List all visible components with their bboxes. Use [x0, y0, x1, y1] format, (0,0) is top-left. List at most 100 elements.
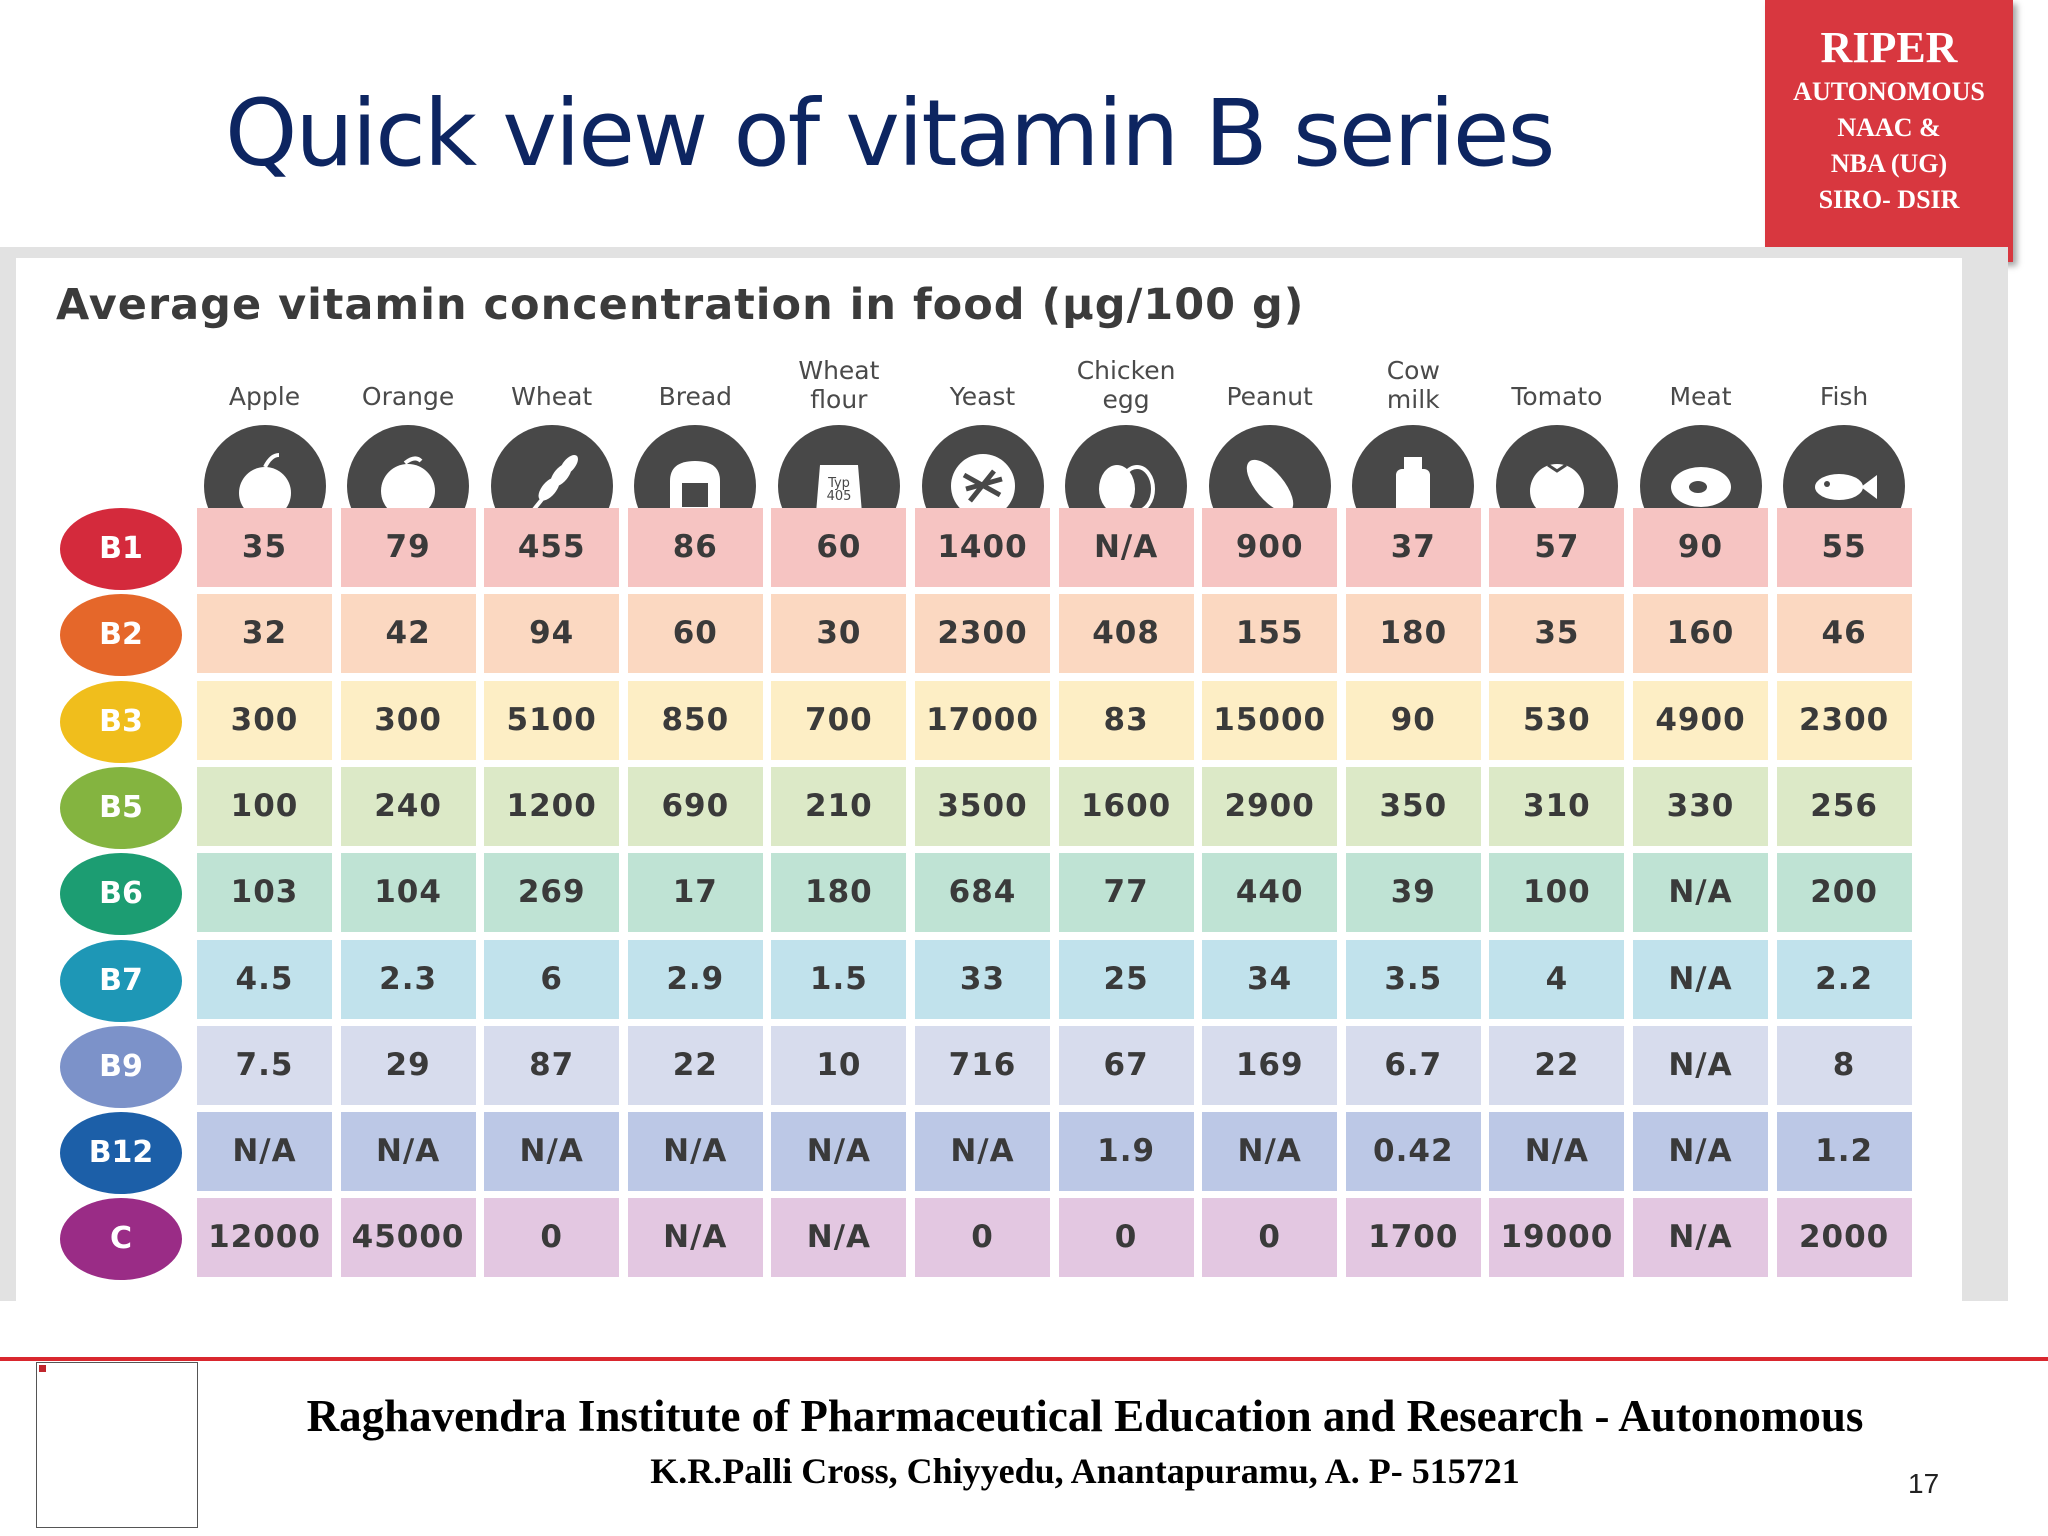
table-cell: 2900: [1202, 766, 1338, 846]
table-cell: 4.5: [197, 939, 332, 1019]
table-cell: 240: [340, 766, 476, 846]
column-header-cow-milk: Cow milk: [1386, 356, 1440, 414]
table-cell: 1600: [1058, 766, 1194, 846]
table-title: Average vitamin concentration in food (µ…: [56, 280, 1305, 330]
table-cell: 200: [1776, 853, 1912, 933]
table-cell: 330: [1633, 766, 1768, 846]
table-cell: 310: [1489, 766, 1625, 846]
vitamin-badge-b5: B5: [60, 766, 182, 849]
table-cell: 79: [340, 508, 476, 587]
vitamin-badge-b3: B3: [60, 680, 182, 763]
table-cell: 100: [197, 766, 332, 846]
accreditation-badge: RIPER AUTONOMOUS NAAC & NBA (UG) SIRO- D…: [1765, 0, 2013, 262]
table-cell: 25: [1058, 939, 1194, 1019]
table-cell: 22: [627, 1025, 763, 1105]
table-cell: 256: [1776, 766, 1912, 846]
slide-title: Quick view of vitamin B series: [225, 80, 1555, 187]
table-cell: 408: [1058, 594, 1194, 674]
table-cell: 155: [1202, 594, 1338, 674]
table-cell: 1.5: [771, 939, 907, 1019]
table-cell: 7.5: [197, 1025, 332, 1105]
table-cell: 1700: [1345, 1198, 1481, 1278]
table-cell: 160: [1633, 594, 1768, 674]
column-header-bread: Bread: [658, 382, 733, 411]
table-cell: 2.9: [627, 939, 763, 1019]
table-cell: 530: [1489, 680, 1625, 760]
table-cell: 180: [1345, 594, 1481, 674]
badge-line-3: NAAC &: [1837, 113, 1941, 142]
vitamin-badge-b7: B7: [60, 939, 182, 1022]
table-cell: 690: [627, 766, 763, 846]
table-cell: 90: [1633, 508, 1768, 587]
table-cell: N/A: [1489, 1112, 1625, 1192]
table-cell: 33: [915, 939, 1050, 1019]
table-cell: 17: [627, 853, 763, 933]
table-cell: 180: [771, 853, 907, 933]
table-cell: 269: [484, 853, 620, 933]
table-cell: 17000: [915, 680, 1050, 760]
broken-image-icon: [39, 1365, 46, 1372]
table-cell: 6: [484, 939, 620, 1019]
table-cell: 60: [627, 594, 763, 674]
vitamin-badge-b1: B1: [60, 508, 182, 590]
table-cell: 39: [1345, 853, 1481, 933]
table-cell: 12000: [197, 1198, 332, 1278]
table-cell: 169: [1202, 1025, 1338, 1105]
table-cell: 1200: [484, 766, 620, 846]
table-cell: 104: [340, 853, 476, 933]
table-cell: 5100: [484, 680, 620, 760]
badge-line-2: AUTONOMOUS: [1793, 77, 1985, 106]
vitamin-table-panel: Average vitamin concentration in food (µ…: [16, 258, 1962, 1301]
table-cell: 2300: [915, 594, 1050, 674]
table-cell: 0: [484, 1198, 620, 1278]
table-cell: 350: [1345, 766, 1481, 846]
column-header-chicken-egg: Chicken egg: [1076, 356, 1176, 414]
vitamin-badge-b6: B6: [60, 853, 182, 936]
column-header-apple: Apple: [228, 382, 301, 411]
table-cell: 2.3: [340, 939, 476, 1019]
table-cell: 22: [1489, 1025, 1625, 1105]
table-cell: 2000: [1776, 1198, 1912, 1278]
table-cell: 42: [340, 594, 476, 674]
table-cell: 19000: [1489, 1198, 1625, 1278]
table-cell: N/A: [197, 1112, 332, 1192]
table-cell: 2.2: [1776, 939, 1912, 1019]
table-cell: 3.5: [1345, 939, 1481, 1019]
column-header-wheat-flour: Wheat flour: [798, 356, 880, 414]
column-header-wheat: Wheat: [511, 382, 593, 411]
column-header-peanut: Peanut: [1226, 382, 1313, 411]
table-cell: 4900: [1633, 680, 1768, 760]
vitamin-badge-b2: B2: [60, 594, 182, 677]
table-cell: 67: [1058, 1025, 1194, 1105]
page-number: 17: [1908, 1468, 1940, 1499]
table-cell: N/A: [627, 1198, 763, 1278]
table-cell: N/A: [340, 1112, 476, 1192]
badge-line-4: NBA (UG): [1830, 149, 1948, 178]
table-cell: 103: [197, 853, 332, 933]
column-header-meat: Meat: [1669, 382, 1732, 411]
table-cell: 60: [771, 508, 907, 587]
table-cell: 716: [915, 1025, 1050, 1105]
table-cell: 4: [1489, 939, 1625, 1019]
flour-type-label: 405: [826, 489, 851, 504]
table-cell: 87: [484, 1025, 620, 1105]
vitamin-badge-b9: B9: [60, 1025, 182, 1108]
table-cell: 46: [1776, 594, 1912, 674]
table-cell: N/A: [771, 1198, 907, 1278]
table-cell: N/A: [1202, 1112, 1338, 1192]
table-cell: 300: [340, 680, 476, 760]
table-cell: 900: [1202, 508, 1338, 587]
table-cell: 35: [1489, 594, 1625, 674]
table-cell: 100: [1489, 853, 1625, 933]
table-cell: 3500: [915, 766, 1050, 846]
table-cell: 1.9: [1058, 1112, 1194, 1192]
table-cell: 83: [1058, 680, 1194, 760]
table-cell: 77: [1058, 853, 1194, 933]
table-cell: 94: [484, 594, 620, 674]
vitamin-badge-b12: B12: [60, 1112, 182, 1195]
table-cell: 440: [1202, 853, 1338, 933]
table-cell: 57: [1489, 508, 1625, 587]
column-header-fish: Fish: [1819, 382, 1869, 411]
table-cell: N/A: [915, 1112, 1050, 1192]
table-cell: 700: [771, 680, 907, 760]
